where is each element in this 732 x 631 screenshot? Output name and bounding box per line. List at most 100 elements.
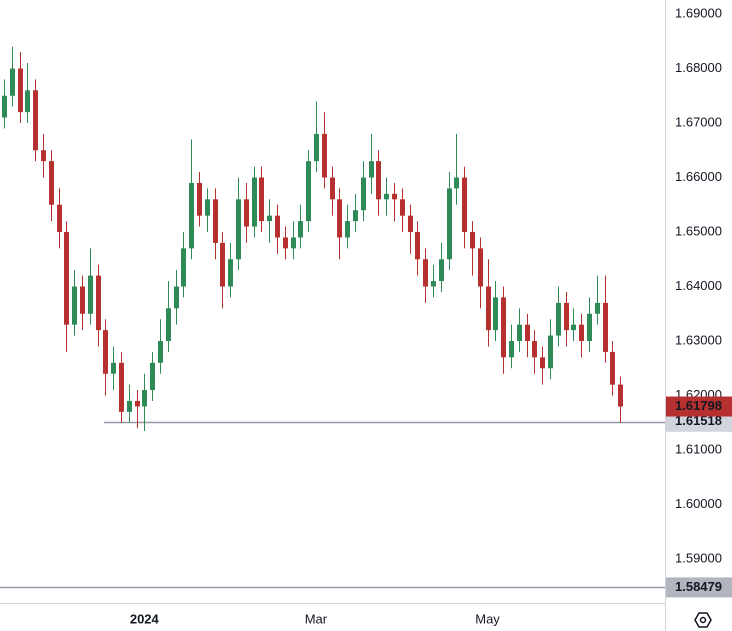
candle-body — [384, 193, 389, 200]
candle-body — [174, 286, 179, 309]
candle-body — [337, 199, 342, 238]
candle-body — [392, 193, 397, 200]
y-tick-label: 1.68000 — [675, 60, 722, 75]
candle-body — [64, 232, 69, 325]
candle-body — [532, 341, 537, 358]
candle-body — [166, 308, 171, 342]
candle-body — [517, 324, 522, 342]
candle-body — [25, 90, 30, 113]
candle-body — [57, 204, 62, 233]
settings-icon-dot — [699, 616, 707, 624]
candle-body — [454, 177, 459, 189]
candle-body — [2, 95, 7, 118]
x-tick-label: 2024 — [130, 611, 160, 626]
y-tick-label: 1.67000 — [675, 114, 722, 129]
candle-body — [189, 182, 194, 249]
candle-body — [213, 199, 218, 243]
y-tick-label: 1.65000 — [675, 223, 722, 238]
candle-body — [540, 357, 545, 369]
y-tick-label: 1.60000 — [675, 496, 722, 511]
candle-body — [493, 297, 498, 331]
candle-body — [415, 232, 420, 260]
candle-body — [298, 221, 303, 238]
candle-body — [345, 221, 350, 238]
candle-body — [142, 390, 147, 407]
candle-body — [119, 362, 124, 412]
candle-body — [103, 330, 108, 374]
candle-body — [439, 259, 444, 282]
candle-body — [150, 362, 155, 391]
candle-body — [470, 232, 475, 249]
candle-body — [244, 199, 249, 227]
candle-body — [462, 177, 467, 233]
candle-body — [291, 237, 296, 249]
price-level-tag — [666, 411, 732, 432]
y-tick-label: 1.59000 — [675, 550, 722, 565]
candle-body — [220, 242, 225, 287]
y-tick-label: 1.63000 — [675, 332, 722, 347]
candle-body — [88, 275, 93, 314]
candle-body — [376, 161, 381, 200]
candle-body — [314, 133, 319, 162]
candle-body — [486, 286, 491, 331]
candle-body — [96, 275, 101, 331]
y-tick-label: 1.61000 — [675, 441, 722, 456]
x-tick-label: May — [475, 611, 500, 626]
candle-body — [564, 302, 569, 331]
candle-body — [595, 302, 600, 314]
candle-body — [603, 302, 608, 352]
candle-body — [509, 341, 514, 358]
candle-body — [252, 177, 257, 227]
candle-body — [80, 286, 85, 314]
price-level-label: 1.61518 — [675, 413, 722, 428]
settings-button[interactable] — [694, 612, 712, 628]
candle-body — [571, 324, 576, 331]
candle-body — [408, 215, 413, 233]
y-tick-label: 1.66000 — [675, 169, 722, 184]
last-price-tag — [666, 396, 732, 417]
candle-body — [267, 215, 272, 222]
candle-body — [18, 68, 23, 113]
candle-body — [587, 313, 592, 342]
candle-body — [306, 161, 311, 222]
candle-body — [275, 215, 280, 238]
candle-body — [259, 177, 264, 222]
price-level-tag — [666, 577, 732, 598]
y-tick-label: 1.69000 — [675, 5, 722, 20]
candle-body — [111, 362, 116, 374]
candle-body — [431, 281, 436, 287]
candle-body — [283, 237, 288, 249]
settings-icon — [694, 612, 712, 628]
candle-body — [181, 248, 186, 287]
candle-body — [369, 161, 374, 178]
y-tick-label: 1.64000 — [675, 278, 722, 293]
candle-body — [205, 199, 210, 216]
candle-body — [158, 341, 163, 363]
candle-body — [10, 68, 15, 96]
candle-body — [236, 199, 241, 260]
candle-body — [41, 150, 46, 162]
candle-body — [127, 400, 132, 412]
candle-body — [525, 324, 530, 342]
candle-body — [501, 297, 506, 358]
candle-body — [353, 210, 358, 222]
candle-body — [556, 302, 561, 336]
candle-body — [330, 177, 335, 200]
candle-body — [447, 188, 452, 260]
candle-body — [400, 199, 405, 216]
candle-body — [135, 400, 140, 407]
candle-body — [197, 182, 202, 216]
candle-body — [423, 259, 428, 287]
candle-body — [72, 286, 77, 325]
price-level-label: 1.58479 — [675, 579, 722, 594]
candle-body — [322, 133, 327, 178]
candle-body — [228, 259, 233, 287]
candle-body — [478, 248, 483, 287]
candle-body — [579, 324, 584, 342]
candle-body — [49, 161, 54, 205]
last-price-label: 1.61798 — [675, 398, 722, 413]
candle-body — [618, 384, 623, 407]
candle-body — [33, 90, 38, 151]
candle-body — [610, 351, 615, 385]
